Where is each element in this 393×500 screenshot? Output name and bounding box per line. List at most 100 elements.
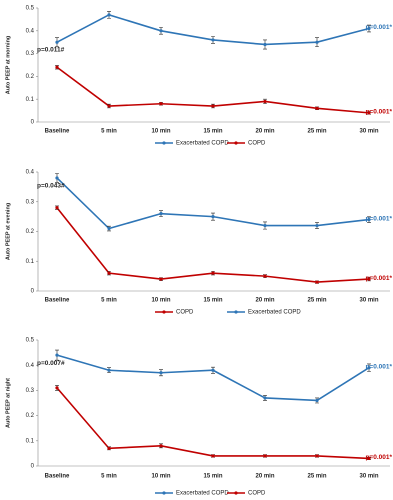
point	[107, 13, 111, 17]
x-tick-label: 25 min	[307, 298, 326, 304]
x-tick-label: 10 min	[151, 129, 170, 135]
point	[211, 215, 215, 219]
y-tick-label: 0.4	[26, 363, 35, 369]
point	[107, 104, 111, 108]
legend-label: Exacerbated COPD	[176, 141, 229, 147]
baseline-annotation: p=0.007#	[37, 360, 65, 367]
point	[367, 111, 371, 115]
point	[159, 444, 163, 448]
series-line	[56, 354, 370, 402]
point	[367, 366, 371, 370]
x-tick-label: Baseline	[45, 129, 70, 135]
x-tick-label: 20 min	[255, 474, 274, 480]
series-annotation: p=0.001*	[365, 275, 392, 282]
series-line	[56, 387, 370, 460]
legend-label: COPD	[248, 491, 266, 497]
point	[263, 99, 267, 104]
point	[55, 65, 59, 69]
baseline-annotation: p=0.043#	[37, 183, 65, 190]
x-tick-label: 15 min	[203, 298, 222, 304]
point	[55, 206, 59, 210]
point	[211, 104, 215, 108]
point	[159, 212, 163, 216]
point	[107, 368, 111, 372]
y-tick-label: 0.2	[26, 229, 35, 235]
x-tick-label: 10 min	[151, 474, 170, 480]
y-tick-label: 0.5	[26, 338, 35, 344]
point	[263, 274, 267, 278]
y-axis-label: Auto PEEP at night	[5, 378, 11, 428]
y-tick-label: 0	[31, 120, 35, 126]
point	[315, 40, 319, 44]
x-tick-label: 5 min	[101, 298, 117, 304]
point	[107, 226, 111, 231]
legend-marker	[234, 310, 238, 314]
legend-label: Exacerbated COPD	[176, 491, 229, 497]
x-tick-label: 25 min	[307, 129, 326, 135]
y-tick-label: 0.2	[26, 413, 35, 419]
y-tick-label: 0.3	[26, 199, 35, 205]
point	[55, 40, 59, 44]
x-tick-label: Baseline	[45, 474, 70, 480]
point	[159, 371, 163, 375]
y-tick-label: 0.2	[26, 74, 35, 80]
point	[211, 38, 215, 42]
series-line	[56, 177, 370, 230]
x-tick-label: Baseline	[45, 298, 70, 304]
point	[159, 29, 163, 33]
point	[367, 218, 371, 222]
x-tick-label: 30 min	[359, 129, 378, 135]
point	[367, 277, 371, 281]
y-tick-label: 0.3	[26, 388, 35, 394]
y-axis-label: Auto PEEP at evening	[5, 203, 11, 260]
y-tick-label: 0.4	[26, 28, 35, 34]
x-tick-label: 15 min	[203, 129, 222, 135]
x-tick-label: 25 min	[307, 474, 326, 480]
series-annotation: p=0.001*	[365, 24, 392, 31]
point	[315, 454, 319, 458]
y-tick-label: 0.1	[26, 97, 35, 103]
y-tick-label: 0	[31, 289, 35, 295]
point	[159, 277, 163, 281]
point	[315, 280, 319, 284]
x-tick-label: 20 min	[255, 298, 274, 304]
point	[315, 223, 319, 228]
point	[55, 176, 59, 180]
legend-marker	[234, 141, 238, 145]
point	[367, 456, 371, 461]
x-tick-label: 15 min	[203, 474, 222, 480]
y-tick-label: 0.4	[26, 170, 35, 176]
point	[211, 454, 215, 458]
point	[263, 223, 267, 228]
y-tick-label: 0.5	[26, 6, 35, 12]
legend-label: COPD	[248, 141, 266, 147]
series-annotation: p=0.001*	[365, 215, 392, 222]
legend-marker	[162, 491, 166, 495]
y-tick-label: 0.1	[26, 259, 35, 265]
y-tick-label: 0.3	[26, 51, 35, 57]
x-tick-label: 30 min	[359, 298, 378, 304]
x-tick-label: 5 min	[101, 474, 117, 480]
point	[55, 353, 59, 357]
point	[107, 271, 111, 275]
x-tick-label: 30 min	[359, 474, 378, 480]
point	[315, 398, 319, 403]
x-tick-label: 5 min	[101, 129, 117, 135]
point	[107, 446, 111, 450]
point	[315, 106, 319, 110]
legend-label: Exacerbated COPD	[248, 310, 301, 316]
series-annotation: p=0.001*	[365, 454, 392, 461]
y-axis-label: Auto PEEP at morning	[5, 36, 11, 95]
y-tick-label: 0	[31, 464, 35, 470]
point	[367, 26, 371, 31]
series-annotation: p=0.001*	[365, 363, 392, 370]
legend-marker	[162, 310, 166, 314]
series-annotation: p=0.001*	[365, 109, 392, 116]
legend-label: COPD	[176, 310, 194, 316]
baseline-annotation: p=0.011#	[37, 47, 65, 54]
y-tick-label: 0.1	[26, 438, 35, 444]
point	[211, 368, 215, 372]
x-tick-label: 10 min	[151, 298, 170, 304]
point	[263, 396, 267, 400]
